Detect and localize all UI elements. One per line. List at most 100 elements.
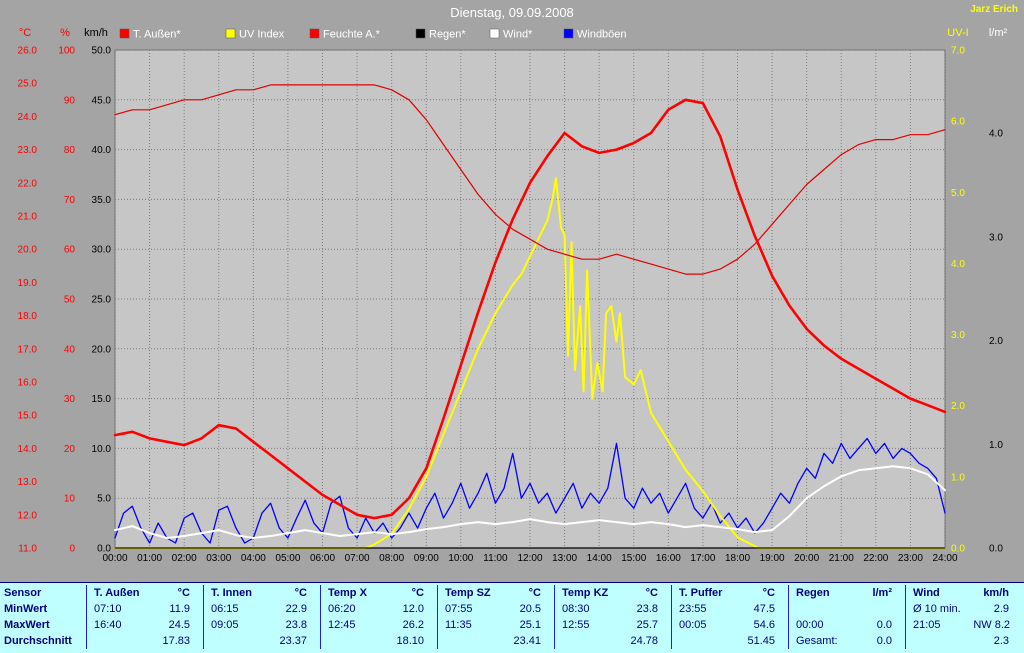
table-cell: Temp SZ °C (437, 585, 554, 601)
series-feuchte (114, 84, 946, 275)
table-cell: 07:10 11.9 (86, 601, 203, 617)
table-value-left: 12:55 (562, 619, 590, 631)
table-value-left (555, 633, 622, 649)
table-cell: Temp KZ °C (554, 585, 671, 601)
x-axis-tick: 02:00 (172, 553, 197, 564)
table-cell: 21:05 NW 8.2 (905, 617, 1022, 633)
table-value-left (204, 633, 271, 649)
y-axis-tick-wind: 45.0 (92, 95, 112, 106)
table-value-left (906, 633, 973, 649)
table-value-left: 00:05 (679, 619, 707, 631)
y-axis-tick-temp: 22.0 (18, 178, 38, 189)
y-axis-tick-humidity: 60 (64, 245, 76, 256)
table-cell: 08:30 23.8 (554, 601, 671, 617)
x-axis-tick: 21:00 (829, 553, 854, 564)
y-axis-tick-temp: 26.0 (18, 46, 38, 57)
y-axis-tick-humidity: 20 (64, 444, 76, 455)
table-cell: Temp X °C (320, 585, 437, 601)
table-value-right: °C (762, 587, 775, 599)
weather-chart: °C 26.0 25.0 24.0 23.0 22.0 21.0 20.0 19.0 18.0 17… (17, 27, 1008, 564)
x-axis-tick: 07:00 (345, 553, 370, 564)
table-cell: 51.45 (671, 633, 788, 649)
x-axis-tick: 24:00 (932, 553, 957, 564)
y-axis-tick-wind: 35.0 (92, 195, 112, 206)
table-value-right: l/m² (872, 587, 892, 599)
y-axis-tick-temp: 13.0 (18, 477, 38, 488)
y-axis-tick-temp: 21.0 (18, 212, 38, 223)
table-value-right: 20.5 (519, 603, 541, 615)
table-cell: 24.78 (554, 633, 671, 649)
x-axis-tick: 13:00 (552, 553, 577, 564)
y-axis-tick-rain: 3.0 (989, 232, 1003, 243)
table-cell: Ø 10 min. 2.9 (905, 601, 1022, 617)
x-axis-tick: 04:00 (241, 553, 266, 564)
y-axis-tick-humidity: 0 (69, 544, 75, 555)
table-value-right: °C (528, 587, 541, 599)
legend-label: UV Index (239, 29, 285, 41)
x-axis-tick: 19:00 (760, 553, 785, 564)
table-value-right: 12.0 (402, 603, 424, 615)
x-axis-tick: 22:00 (863, 553, 888, 564)
table-value-left: 11:35 (445, 619, 472, 631)
table-value-left (438, 633, 505, 649)
table-value-left: T. Puffer (679, 587, 723, 599)
table-cell: Regen l/m² (788, 585, 905, 601)
x-axis-tick: 06:00 (310, 553, 335, 564)
table-value-right: NW 8.2 (973, 619, 1010, 631)
x-axis-tick: 00:00 (102, 553, 127, 564)
axis-header-rain: l/m² (989, 27, 1008, 39)
x-axis-tick: 12:00 (517, 553, 542, 564)
table-value-left (321, 633, 388, 649)
table-value-right: °C (645, 587, 658, 599)
summary-table: Sensor T. Außen °C T. Innen °C Temp X °C Temp S… (0, 582, 1024, 653)
table-value-right: 22.9 (285, 603, 307, 615)
table-value-left (672, 633, 739, 649)
table-row-label: Sensor (4, 587, 42, 599)
table-value-left: 12:45 (328, 619, 356, 631)
y-axis-tick-rain: 4.0 (989, 129, 1003, 140)
x-axis-tick: 03:00 (206, 553, 231, 564)
y-axis-tick-humidity: 90 (64, 95, 76, 106)
axis-header-wind: km/h (84, 27, 108, 39)
x-axis-tick: 17:00 (690, 553, 715, 564)
y-axis-tick-rain: 2.0 (989, 336, 1003, 347)
station-name: Jarz Erich (970, 4, 1018, 15)
legend-label: Regen* (429, 29, 466, 41)
table-row-label: MinWert (4, 603, 48, 615)
table-value-left: 08:30 (562, 603, 590, 615)
table-value-left: Temp SZ (445, 587, 491, 599)
table-value-right: 24.78 (630, 635, 658, 647)
table-value-left (87, 633, 154, 649)
table-value-left: Regen (796, 587, 830, 599)
y-axis-tick-temp: 23.0 (18, 145, 38, 156)
x-axis-tick: 11:00 (483, 553, 508, 564)
x-axis-tick: 15:00 (621, 553, 646, 564)
table-cell: 06:15 22.9 (203, 601, 320, 617)
table-value-right: 0.0 (876, 635, 892, 647)
y-axis-tick-wind: 20.0 (92, 344, 112, 355)
y-axis-tick-uv: 7.0 (951, 46, 965, 57)
table-cell: 12:55 25.7 (554, 617, 671, 633)
table-value-right: 17.83 (162, 635, 190, 647)
axis-header-humidity: % (60, 27, 70, 39)
table-value-right: km/h (983, 587, 1009, 599)
y-axis-tick-temp: 16.0 (18, 378, 38, 389)
table-cell: 00:05 54.6 (671, 617, 788, 633)
y-axis-tick-humidity: 40 (64, 344, 76, 355)
table-value-left: T. Außen (94, 587, 140, 599)
table-value-left: 21:05 (913, 619, 941, 631)
y-axis-tick-humidity: 10 (64, 494, 76, 505)
y-axis-tick-uv: 5.0 (951, 188, 965, 199)
legend-label: T. Außen* (133, 29, 181, 41)
y-axis-tick-humidity: 80 (64, 145, 76, 156)
table-row-label: MaxWert (4, 619, 50, 631)
x-axis-tick: 14:00 (587, 553, 612, 564)
y-axis-tick-wind: 40.0 (92, 145, 112, 156)
table-value-left: 06:15 (211, 603, 239, 615)
series-t-aussen (113, 98, 947, 520)
legend-swatch (415, 28, 426, 39)
table-value-right: 25.1 (519, 619, 541, 631)
table-value-right: 18.10 (396, 635, 424, 647)
y-axis-tick-humidity: 50 (64, 295, 76, 306)
